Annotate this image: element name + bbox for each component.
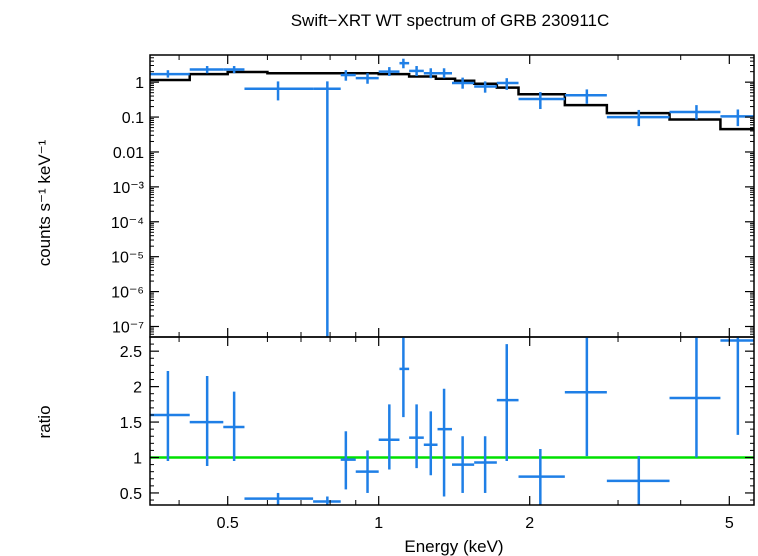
spectrum-data-point [452,77,475,89]
ratio-ytick-label: 2.5 [120,344,142,361]
ratio-data-point [340,431,356,490]
spectrum-data-point [669,105,721,120]
ratio-y-axis-label: ratio [35,405,54,438]
ratio-panel: 0.5 1 1.5 2 2.5 0.5 1 2 5 [120,336,755,532]
x-axis-label: Energy (keV) [404,537,503,556]
spectrum-ytick-label: 10⁻³ [112,180,144,197]
ratio-data-point [564,337,607,457]
spectrum-frame [149,54,755,338]
spectrum-data-point [518,92,565,110]
model-step-line [150,70,754,131]
spectrum-data-point [720,109,754,127]
ratio-ytick-label: 1 [133,451,142,468]
x-tick-label: 5 [725,515,734,532]
spectrum-data-point [423,68,438,79]
ratio-data-point [720,337,754,435]
ratio-data-point [355,450,379,493]
spectrum-ytick-label: 1 [135,75,144,92]
ratio-data-point [496,344,519,462]
ratio-data-point [313,496,341,505]
spectrum-ytick-label: 10⁻⁶ [111,285,144,302]
ratio-data-point [437,388,452,497]
spectrum-data-point [150,70,190,78]
ratio-data-point [150,371,190,462]
ratio-data-point [378,404,400,470]
spectrum-y-axis-label: counts s⁻¹ keV⁻¹ [35,139,54,266]
ratio-ytick-label: 1.5 [120,415,142,432]
spectrum-data-point [409,66,424,77]
spectrum-ytick-label: 10⁻⁴ [111,215,144,232]
spectrum-data-point [496,78,519,90]
spectrum-data-point [355,73,379,84]
spectrum-data-point [223,66,245,74]
ratio-data-point [606,456,670,505]
spectrum-data-point [606,109,670,127]
ratio-data-point [452,436,475,493]
chart-title: Swift−XRT WT spectrum of GRB 230911C [291,11,610,30]
spectrum-data-point [437,68,452,79]
spectrum-data-point [340,70,356,81]
spectrum-data-point [474,81,497,93]
ratio-data-point [223,391,245,462]
spectrum-ytick-label: 0.1 [122,110,144,127]
spectrum-ytick-label: 10⁻⁷ [112,319,144,336]
spectrum-data-point [313,81,341,337]
ratio-data-point [244,492,314,505]
spectrum-data-point [244,81,314,101]
ratio-data-point [518,449,565,505]
x-tick-label: 2 [525,515,534,532]
ratio-data-point [669,337,721,458]
ratio-data-point [189,375,224,467]
spectrum-data-point [399,58,410,69]
x-tick-label: 0.5 [217,515,239,532]
ratio-data-point [423,411,438,476]
spectrum-panel: 1 0.1 0.01 10⁻³ 10⁻⁴ 10⁻⁵ 10⁻⁶ 10⁻⁷ [111,54,755,338]
ratio-frame [149,336,755,506]
x-tick-label: 1 [374,515,383,532]
ratio-data-point [474,436,497,493]
spectrum-data-point [564,89,607,104]
ratio-data-point [409,404,424,469]
ratio-ytick-label: 2 [133,380,142,397]
spectrum-data-point [189,66,224,74]
spectrum-ytick-label: 0.01 [113,145,144,162]
spectrum-ytick-label: 10⁻⁵ [111,250,144,267]
ratio-data-point [399,337,410,418]
ratio-ytick-label: 0.5 [120,486,142,503]
spectrum-data-point [378,67,400,77]
